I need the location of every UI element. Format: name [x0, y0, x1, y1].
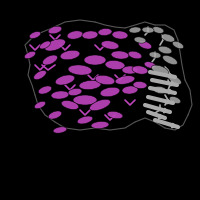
Ellipse shape	[153, 86, 167, 94]
Ellipse shape	[142, 27, 154, 33]
Ellipse shape	[115, 76, 135, 84]
Ellipse shape	[169, 97, 181, 103]
Ellipse shape	[68, 65, 92, 75]
Ellipse shape	[105, 60, 125, 70]
Ellipse shape	[122, 86, 138, 94]
Ellipse shape	[169, 75, 181, 85]
Ellipse shape	[138, 41, 152, 49]
Ellipse shape	[68, 88, 82, 96]
Ellipse shape	[73, 95, 97, 105]
Ellipse shape	[163, 55, 177, 65]
Ellipse shape	[48, 26, 62, 34]
Ellipse shape	[133, 81, 147, 89]
Ellipse shape	[111, 51, 129, 59]
Ellipse shape	[24, 51, 36, 59]
Ellipse shape	[112, 31, 128, 39]
Ellipse shape	[53, 127, 67, 133]
Ellipse shape	[107, 111, 123, 119]
Ellipse shape	[79, 80, 101, 90]
Ellipse shape	[101, 41, 119, 49]
Ellipse shape	[29, 32, 41, 38]
Ellipse shape	[152, 27, 164, 33]
Ellipse shape	[172, 41, 184, 49]
Ellipse shape	[45, 39, 65, 51]
Ellipse shape	[158, 46, 172, 54]
Ellipse shape	[82, 31, 98, 39]
Ellipse shape	[43, 55, 57, 65]
Ellipse shape	[38, 86, 52, 94]
Ellipse shape	[132, 66, 148, 74]
Ellipse shape	[95, 75, 115, 85]
Ellipse shape	[129, 27, 141, 33]
Ellipse shape	[84, 55, 106, 65]
Ellipse shape	[40, 41, 50, 49]
Ellipse shape	[100, 87, 120, 97]
Ellipse shape	[98, 28, 112, 36]
Ellipse shape	[128, 51, 142, 59]
Ellipse shape	[161, 34, 175, 42]
Ellipse shape	[48, 111, 62, 119]
Ellipse shape	[67, 31, 83, 39]
Ellipse shape	[34, 101, 46, 109]
Ellipse shape	[134, 37, 146, 43]
Ellipse shape	[91, 121, 109, 129]
Ellipse shape	[90, 99, 110, 111]
Ellipse shape	[77, 116, 93, 124]
Ellipse shape	[60, 50, 80, 60]
Ellipse shape	[34, 70, 46, 80]
Ellipse shape	[151, 65, 169, 75]
Ellipse shape	[149, 52, 161, 58]
Ellipse shape	[61, 100, 79, 110]
Ellipse shape	[51, 91, 69, 99]
Ellipse shape	[144, 62, 156, 68]
Ellipse shape	[55, 75, 75, 85]
Ellipse shape	[122, 66, 138, 74]
